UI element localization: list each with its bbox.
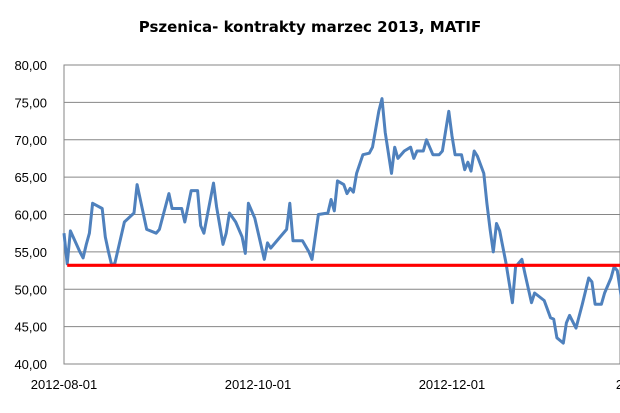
y-tick-label: 80,00 — [14, 58, 47, 73]
x-tick-label: 2012-08-01 — [31, 377, 98, 392]
x-tick-label: 2012-12-01 — [419, 377, 486, 392]
x-axis-ticks: 2012-08-01 2012-10-01 2012-12-01 2013-02-01 — [31, 377, 620, 392]
chart-title: Pszenica- kontrakty marzec 2013, MATIF — [138, 18, 482, 36]
y-tick-label: 60,00 — [14, 208, 47, 223]
y-tick-label: 40,00 — [14, 357, 47, 372]
y-axis-ticks: 40,00 45,00 50,00 55,00 60,00 65,00 70,00 75,00… — [14, 58, 47, 372]
y-tick-label: 75,00 — [14, 95, 47, 110]
y-tick-label: 70,00 — [14, 133, 47, 148]
y-tick-label: 65,00 — [14, 170, 47, 185]
price-series-line — [62, 97, 620, 345]
y-tick-label: 50,00 — [14, 282, 47, 297]
series-group — [62, 97, 620, 345]
y-tick-label: 55,00 — [14, 245, 47, 260]
x-tick-label: 2013-02-01 — [616, 377, 620, 392]
x-tick-label: 2012-10-01 — [225, 377, 292, 392]
y-tick-label: 45,00 — [14, 320, 47, 335]
